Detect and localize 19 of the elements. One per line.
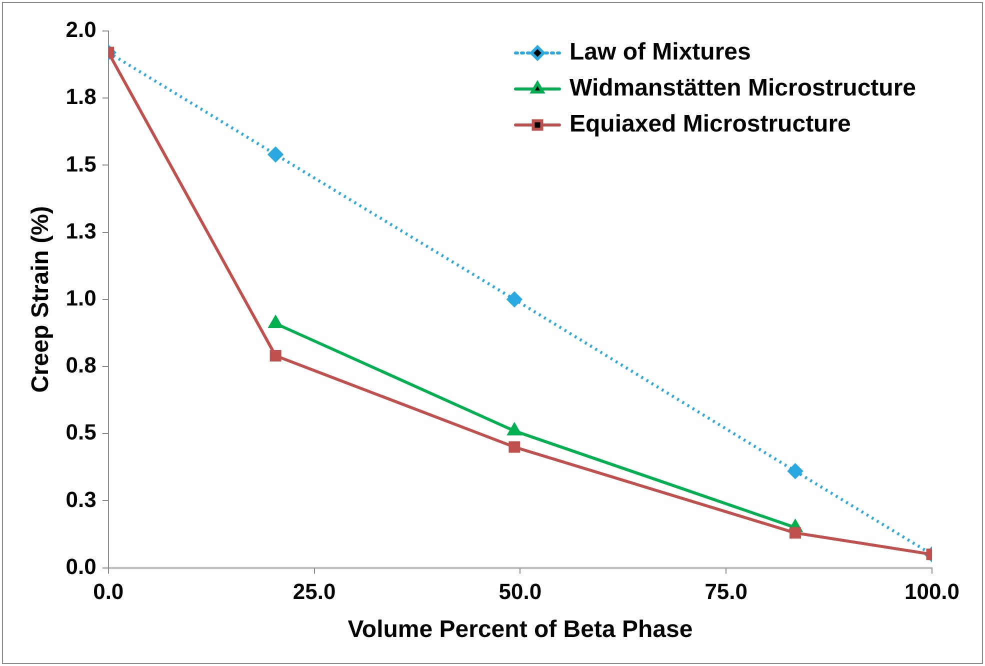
y-tick-label: 0.3 <box>66 486 96 512</box>
y-tick-label: 1.5 <box>66 151 96 176</box>
x-tick-label: 100.0 <box>904 579 960 604</box>
y-axis-title: Creep Strain (%) <box>27 206 54 393</box>
legend-label: Equiaxed Microstructure <box>570 110 851 138</box>
x-tick-label: 0.0 <box>93 579 124 604</box>
legend-label: Law of Mixtures <box>570 38 751 66</box>
y-tick-label: 1.8 <box>66 84 96 110</box>
y-tick-label: 1.3 <box>66 218 96 244</box>
legend-label: Widmanstätten Microstructure <box>570 74 916 102</box>
y-tick-label: 0.8 <box>66 352 96 378</box>
x-tick-label: 50.0 <box>498 579 542 604</box>
y-tick-label: 1.0 <box>66 285 96 310</box>
x-axis-title: Volume Percent of Beta Phase <box>348 616 693 644</box>
x-tick-label: 75.0 <box>704 579 748 604</box>
y-tick-label: 0.5 <box>66 420 96 445</box>
x-tick-label: 25.0 <box>292 579 336 604</box>
y-tick-label: 2.0 <box>66 17 96 42</box>
y-tick-label: 0.0 <box>66 554 96 579</box>
